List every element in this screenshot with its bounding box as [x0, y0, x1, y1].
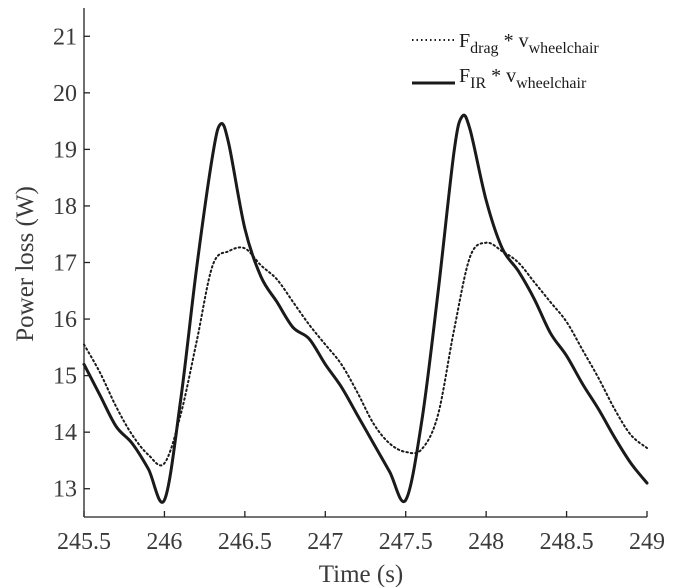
series-line-ir	[82, 113, 649, 504]
legend-label-ir: FIR * vwheelchair	[459, 65, 587, 92]
plot-area	[82, 113, 649, 504]
axes: 245.5 246 246.5 247 247.5 248 248.5 249 13 14 15 16…	[53, 8, 665, 555]
y-tick-label: 16	[53, 307, 77, 333]
legend-label-drag: Fdrag * vwheelchair	[459, 30, 599, 57]
x-tick-label: 245.5	[57, 529, 111, 555]
x-tick-label: 248.5	[540, 529, 594, 555]
x-tick-label: 248	[468, 529, 504, 555]
x-tick-label: 246	[146, 529, 182, 555]
series-line-drag	[83, 241, 648, 467]
x-tick-label: 247.5	[379, 529, 433, 555]
y-tick-label: 18	[53, 194, 77, 220]
y-tick-label: 19	[53, 137, 77, 163]
y-tick-label: 13	[53, 477, 77, 503]
y-tick-label: 20	[53, 81, 77, 107]
y-axis-title: Power loss (W)	[12, 186, 39, 342]
y-tick-label: 21	[53, 24, 77, 50]
x-tick-label: 249	[629, 529, 665, 555]
x-tick-label: 246.5	[218, 529, 272, 555]
x-axis-title: Time (s)	[319, 561, 404, 587]
y-tick-label: 15	[53, 364, 77, 390]
y-tick-label: 17	[53, 251, 77, 277]
x-tick-label: 247	[307, 529, 343, 555]
y-tick-label: 14	[53, 420, 77, 446]
legend: Fdrag * vwheelchair FIR * vwheelchair	[412, 30, 599, 92]
